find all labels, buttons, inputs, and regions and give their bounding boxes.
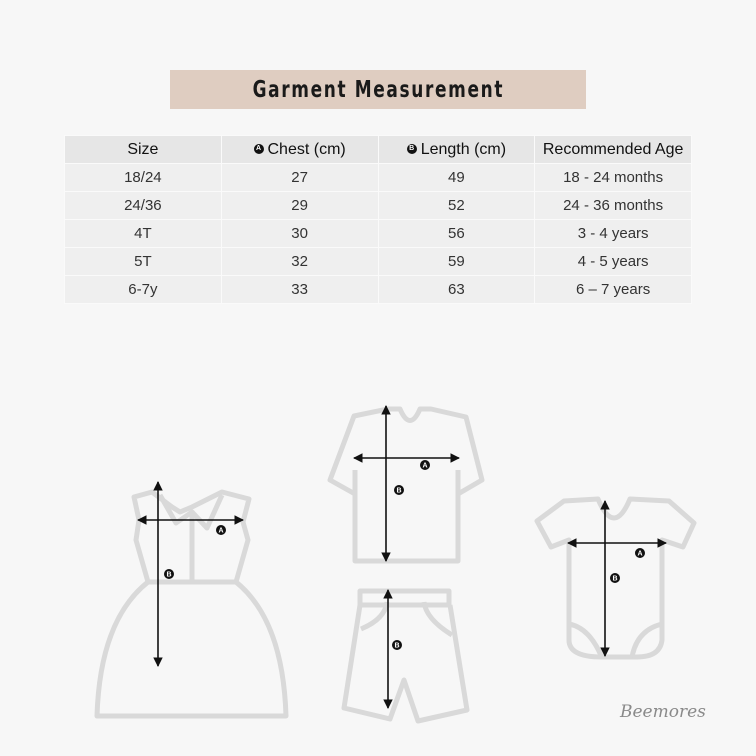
dress-outline-icon <box>94 489 289 719</box>
cell: 18/24 <box>64 163 222 192</box>
cell: 24 - 36 months <box>534 191 692 220</box>
cell: 59 <box>377 247 536 276</box>
brand-signature: Beemores <box>620 702 706 722</box>
cell: 30 <box>220 219 379 248</box>
header-size: Size <box>64 135 222 164</box>
shorts-outline-icon <box>341 588 470 724</box>
table-row: 18/24 27 49 18 - 24 months <box>64 163 692 192</box>
cell: 32 <box>220 247 379 276</box>
svg-text:A: A <box>637 551 642 558</box>
cell: 33 <box>220 275 379 304</box>
cell: 63 <box>377 275 536 304</box>
cell: 29 <box>220 191 379 220</box>
cell: 6 – 7 years <box>534 275 692 304</box>
cell: 49 <box>377 163 536 192</box>
cell: 56 <box>377 219 536 248</box>
marker-b-icon: B <box>392 640 402 650</box>
svg-text:B: B <box>612 576 617 583</box>
marker-a-icon: A <box>635 548 645 558</box>
svg-text:B: B <box>166 572 171 579</box>
cell: 5T <box>64 247 222 276</box>
svg-text:A: A <box>422 463 427 470</box>
header-length: B Length (cm) <box>377 135 536 164</box>
marker-b-icon: B <box>164 569 174 579</box>
svg-text:B: B <box>394 643 399 650</box>
marker-a-icon: A <box>253 144 264 155</box>
marker-a-icon: A <box>216 525 226 535</box>
table-row: 5T 32 59 4 - 5 years <box>64 247 692 276</box>
header-chest: A Chest (cm) <box>220 135 379 164</box>
cell: 24/36 <box>64 191 222 220</box>
cell: 18 - 24 months <box>534 163 692 192</box>
page-title: Garment Measurement <box>252 76 504 103</box>
tshirt-outline-icon <box>327 406 485 564</box>
svg-text:B: B <box>396 488 401 495</box>
marker-a-icon: A <box>420 460 430 470</box>
cell: 6-7y <box>64 275 222 304</box>
table-row: 6-7y 33 63 6 – 7 years <box>64 275 692 304</box>
marker-b-icon: B <box>610 573 620 583</box>
bodysuit-outline-icon <box>534 496 697 660</box>
title-banner: Garment Measurement <box>170 70 586 109</box>
cell: 52 <box>377 191 536 220</box>
cell: 3 - 4 years <box>534 219 692 248</box>
header-age: Recommended Age <box>534 135 692 164</box>
size-table: Size A Chest (cm) B Length (cm) Recommende… <box>64 135 692 304</box>
marker-b-icon: B <box>394 485 404 495</box>
table-header-row: Size A Chest (cm) B Length (cm) Recommende… <box>64 135 692 164</box>
table-row: 24/36 29 52 24 - 36 months <box>64 191 692 220</box>
svg-text:A: A <box>218 528 223 535</box>
marker-b-icon: B <box>406 144 417 155</box>
